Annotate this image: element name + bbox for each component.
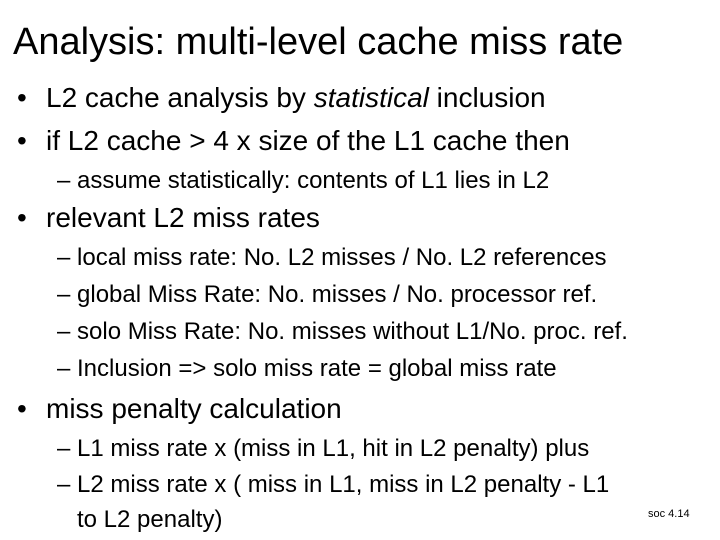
bullet-glyph: •: [17, 125, 27, 156]
sub-bullet: – global Miss Rate: No. misses / No. pro…: [57, 281, 598, 308]
bullet-text-emphasis: statistical: [313, 82, 429, 113]
bullet-text: miss penalty calculation: [46, 393, 342, 424]
sub-bullet: – Inclusion => solo miss rate = global m…: [57, 355, 557, 382]
slide-title: Analysis: multi-level cache miss rate: [13, 21, 624, 63]
bullet-text-part: L2 cache analysis by: [46, 82, 314, 113]
bullet-item: • L2 cache analysis by statistical inclu…: [17, 81, 657, 115]
bullet-text: if L2 cache > 4 x size of the L1 cache t…: [46, 125, 570, 156]
bullet-glyph: •: [17, 82, 27, 113]
sub-bullet: – L1 miss rate x (miss in L1, hit in L2 …: [57, 435, 590, 462]
sub-bullet: – solo Miss Rate: No. misses without L1/…: [57, 318, 628, 345]
bullet-item: • relevant L2 miss rates: [17, 201, 657, 235]
sub-bullet: – local miss rate: No. L2 misses / No. L…: [57, 244, 607, 271]
bullet-glyph: •: [17, 202, 27, 233]
slide-footer: soc 4.14: [648, 508, 690, 520]
bullet-text-part: inclusion: [428, 82, 546, 113]
bullet-text: relevant L2 miss rates: [46, 202, 320, 233]
sub-bullet-continuation: to L2 penalty): [77, 506, 223, 533]
sub-bullet: – L2 miss rate x ( miss in L1, miss in L…: [57, 471, 610, 498]
bullet-text: L2 cache analysis by statistical inclusi…: [46, 81, 546, 115]
bullet-item: • miss penalty calculation: [17, 392, 657, 426]
bullet-item: • if L2 cache > 4 x size of the L1 cache…: [17, 124, 697, 158]
sub-bullet: – assume statistically: contents of L1 l…: [57, 167, 550, 194]
bullet-glyph: •: [17, 393, 27, 424]
